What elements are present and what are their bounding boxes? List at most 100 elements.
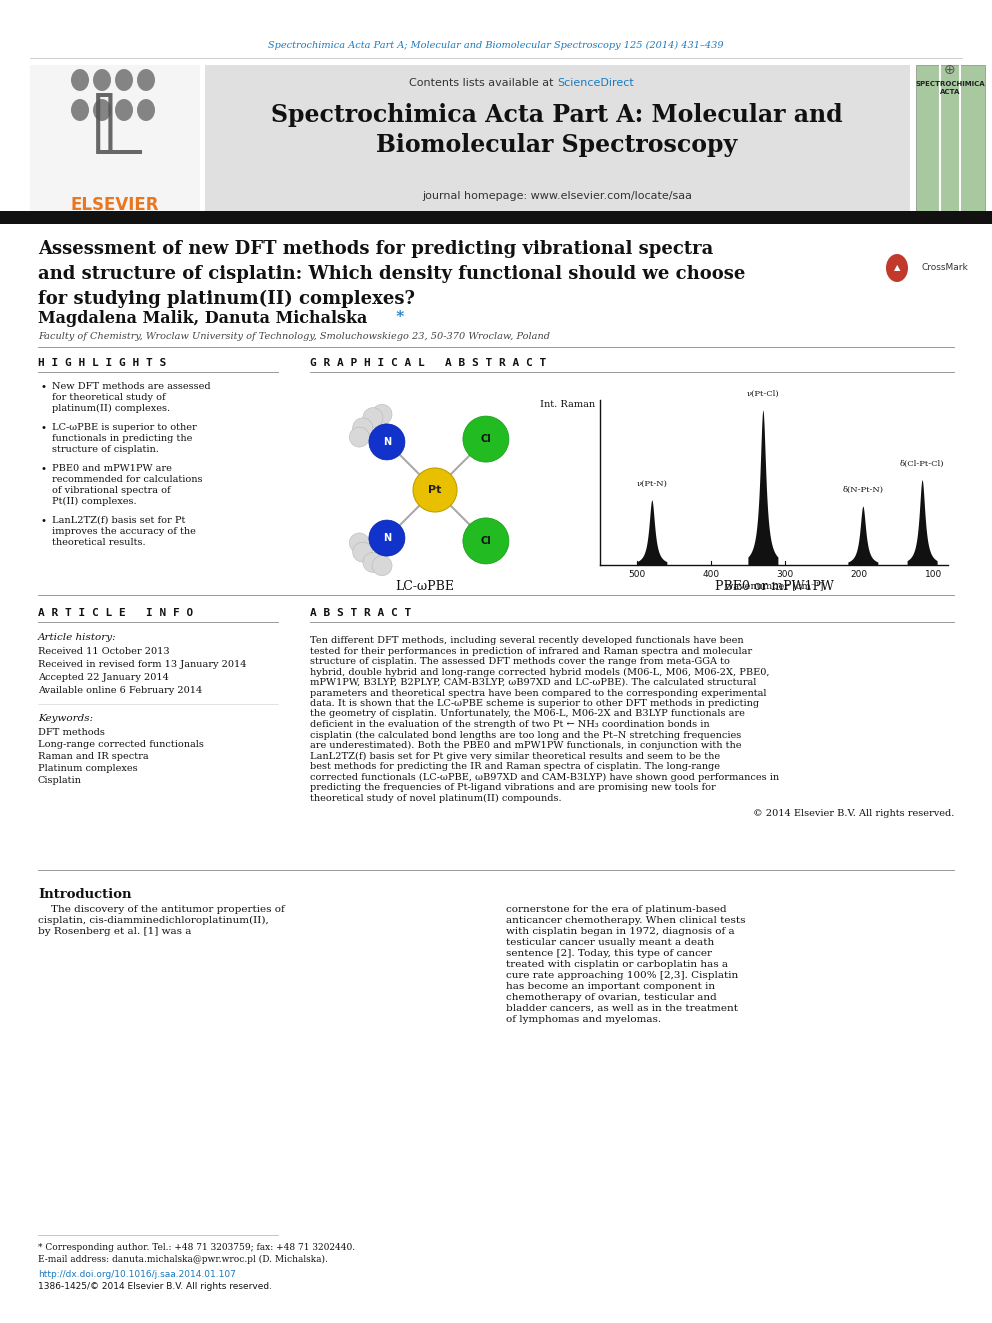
Text: Cl: Cl	[480, 434, 491, 445]
Text: 500: 500	[628, 570, 646, 579]
Text: structure of cisplatin.: structure of cisplatin.	[52, 445, 159, 454]
Text: DFT methods: DFT methods	[38, 728, 105, 737]
Text: The discovery of the antitumor properties of: The discovery of the antitumor propertie…	[38, 905, 285, 914]
Ellipse shape	[115, 99, 133, 120]
Text: cisplatin (the calculated bond lengths are too long and the Pt–N stretching freq: cisplatin (the calculated bond lengths a…	[310, 730, 741, 740]
Text: Magdalena Malik, Danuta Michalska: Magdalena Malik, Danuta Michalska	[38, 310, 367, 327]
Ellipse shape	[369, 520, 405, 556]
Text: improves the accuracy of the: improves the accuracy of the	[52, 527, 195, 536]
Text: Introduction: Introduction	[38, 888, 132, 901]
Ellipse shape	[137, 99, 155, 120]
Text: New DFT methods are assessed: New DFT methods are assessed	[52, 382, 210, 392]
Text: E-mail address: danuta.michalska@pwr.wroc.pl (D. Michalska).: E-mail address: danuta.michalska@pwr.wro…	[38, 1256, 328, 1263]
Ellipse shape	[93, 99, 111, 120]
Text: A R T I C L E   I N F O: A R T I C L E I N F O	[38, 609, 193, 618]
Text: © 2014 Elsevier B.V. All rights reserved.: © 2014 Elsevier B.V. All rights reserved…	[753, 808, 954, 818]
Text: Keywords:: Keywords:	[38, 714, 93, 722]
Text: functionals in predicting the: functionals in predicting the	[52, 434, 192, 443]
Text: deficient in the evaluation of the strength of two Pt ← NH₃ coordination bonds i: deficient in the evaluation of the stren…	[310, 720, 709, 729]
Text: cure rate approaching 100% [2,3]. Cisplatin: cure rate approaching 100% [2,3]. Cispla…	[506, 971, 738, 980]
Text: has become an important component in: has become an important component in	[506, 982, 715, 991]
Text: by Rosenberg et al. [1] was a: by Rosenberg et al. [1] was a	[38, 927, 191, 935]
Ellipse shape	[93, 69, 111, 91]
Text: anticancer chemotherapy. When clinical tests: anticancer chemotherapy. When clinical t…	[506, 916, 746, 925]
Text: journal homepage: www.elsevier.com/locate/saa: journal homepage: www.elsevier.com/locat…	[422, 191, 692, 201]
Text: 100: 100	[925, 570, 941, 579]
Ellipse shape	[349, 533, 369, 553]
Ellipse shape	[349, 427, 369, 447]
Text: theoretical results.: theoretical results.	[52, 538, 146, 546]
Text: •: •	[40, 516, 46, 527]
Text: the geometry of cisplatin. Unfortunately, the M06-L, M06-2X and B3LYP functional: the geometry of cisplatin. Unfortunately…	[310, 709, 745, 718]
Ellipse shape	[886, 254, 908, 282]
Text: testicular cancer usually meant a death: testicular cancer usually meant a death	[506, 938, 714, 947]
Ellipse shape	[71, 69, 89, 91]
Text: Accepted 22 January 2014: Accepted 22 January 2014	[38, 673, 169, 681]
Text: tested for their performances in prediction of infrared and Raman spectra and mo: tested for their performances in predict…	[310, 647, 752, 655]
Ellipse shape	[363, 407, 383, 427]
Text: 400: 400	[702, 570, 719, 579]
Text: of lymphomas and myelomas.: of lymphomas and myelomas.	[506, 1015, 661, 1024]
Text: hybrid, double hybrid and long-range corrected hybrid models (M06-L, M06, M06-2X: hybrid, double hybrid and long-range cor…	[310, 668, 770, 676]
Ellipse shape	[463, 417, 509, 462]
Text: best methods for predicting the IR and Raman spectra of cisplatin. The long-rang: best methods for predicting the IR and R…	[310, 762, 720, 771]
Text: structure of cisplatin. The assessed DFT methods cover the range from meta-GGA t: structure of cisplatin. The assessed DFT…	[310, 658, 730, 665]
Bar	[0, 210, 992, 224]
Text: δ(Cl-Pt-Cl): δ(Cl-Pt-Cl)	[900, 460, 944, 468]
Ellipse shape	[353, 418, 373, 438]
Text: Spectrochimica Acta Part A; Molecular and Biomolecular Spectroscopy 125 (2014) 4: Spectrochimica Acta Part A; Molecular an…	[268, 41, 724, 49]
Text: wavenumber [cm⁻¹]: wavenumber [cm⁻¹]	[725, 581, 823, 590]
Text: platinum(II) complexes.: platinum(II) complexes.	[52, 404, 170, 413]
Text: http://dx.doi.org/10.1016/j.saa.2014.01.107: http://dx.doi.org/10.1016/j.saa.2014.01.…	[38, 1270, 236, 1279]
Text: Spectrochimica Acta Part A: Molecular and
Biomolecular Spectroscopy: Spectrochimica Acta Part A: Molecular an…	[271, 103, 843, 157]
Text: sentence [2]. Today, this type of cancer: sentence [2]. Today, this type of cancer	[506, 949, 712, 958]
Text: Pt: Pt	[429, 486, 441, 495]
Text: ScienceDirect: ScienceDirect	[557, 78, 634, 89]
Text: 200: 200	[850, 570, 868, 579]
Text: LC-ωPBE: LC-ωPBE	[396, 579, 454, 593]
Text: cisplatin, cis-diamminedichloroplatinum(II),: cisplatin, cis-diamminedichloroplatinum(…	[38, 916, 269, 925]
Text: LanL2TZ(f) basis set for Pt: LanL2TZ(f) basis set for Pt	[52, 516, 186, 525]
Text: 𝕃: 𝕃	[87, 90, 142, 171]
Text: Received 11 October 2013: Received 11 October 2013	[38, 647, 170, 656]
Text: Int. Raman: Int. Raman	[540, 400, 595, 409]
Bar	[30, 65, 200, 216]
Text: Assessment of new DFT methods for predicting vibrational spectra
and structure o: Assessment of new DFT methods for predic…	[38, 239, 745, 308]
Text: cornerstone for the era of platinum-based: cornerstone for the era of platinum-base…	[506, 905, 726, 914]
Text: data. It is shown that the LC-ωPBE scheme is superior to other DFT methods in pr: data. It is shown that the LC-ωPBE schem…	[310, 699, 759, 708]
Text: for theoretical study of: for theoretical study of	[52, 393, 166, 402]
Text: corrected functionals (LC-ωPBE, ωB97XD and CAM-B3LYP) have shown good performanc: corrected functionals (LC-ωPBE, ωB97XD a…	[310, 773, 779, 782]
Ellipse shape	[363, 552, 383, 573]
Ellipse shape	[369, 423, 405, 460]
Text: G R A P H I C A L   A B S T R A C T: G R A P H I C A L A B S T R A C T	[310, 359, 547, 368]
Text: LC-ωPBE is superior to other: LC-ωPBE is superior to other	[52, 423, 196, 433]
Text: CrossMark: CrossMark	[921, 263, 968, 273]
Text: Raman and IR spectra: Raman and IR spectra	[38, 751, 149, 761]
Text: ELSEVIER: ELSEVIER	[70, 196, 160, 214]
Text: with cisplatin began in 1972, diagnosis of a: with cisplatin began in 1972, diagnosis …	[506, 927, 735, 935]
Text: parameters and theoretical spectra have been compared to the corresponding exper: parameters and theoretical spectra have …	[310, 688, 767, 697]
Text: •: •	[40, 382, 46, 392]
Text: theoretical study of novel platinum(II) compounds.: theoretical study of novel platinum(II) …	[310, 794, 561, 803]
Text: H I G H L I G H T S: H I G H L I G H T S	[38, 359, 167, 368]
Text: Platinum complexes: Platinum complexes	[38, 763, 138, 773]
Text: N: N	[383, 437, 391, 447]
Text: chemotherapy of ovarian, testicular and: chemotherapy of ovarian, testicular and	[506, 994, 717, 1002]
Text: Received in revised form 13 January 2014: Received in revised form 13 January 2014	[38, 660, 246, 669]
Text: recommended for calculations: recommended for calculations	[52, 475, 202, 484]
Text: Cisplatin: Cisplatin	[38, 777, 82, 785]
Bar	[205, 65, 910, 216]
Ellipse shape	[353, 542, 373, 562]
Text: * Corresponding author. Tel.: +48 71 3203759; fax: +48 71 3202440.: * Corresponding author. Tel.: +48 71 320…	[38, 1244, 355, 1252]
Text: Long-range corrected functionals: Long-range corrected functionals	[38, 740, 204, 749]
Text: •: •	[40, 423, 46, 433]
Text: mPW1PW, B3LYP, B2PLYP, CAM-B3LYP, ωB97XD and LC-ωPBE). The calculated structural: mPW1PW, B3LYP, B2PLYP, CAM-B3LYP, ωB97XD…	[310, 677, 756, 687]
Text: PBE0 or mPW1PW: PBE0 or mPW1PW	[714, 579, 833, 593]
Ellipse shape	[137, 69, 155, 91]
Text: treated with cisplatin or carboplatin has a: treated with cisplatin or carboplatin ha…	[506, 960, 728, 968]
Text: Cl: Cl	[480, 536, 491, 546]
Text: A B S T R A C T: A B S T R A C T	[310, 609, 412, 618]
Text: of vibrational spectra of: of vibrational spectra of	[52, 486, 171, 495]
Text: PBE0 and mPW1PW are: PBE0 and mPW1PW are	[52, 464, 172, 474]
Text: SPECTROCHIMICA
ACTA: SPECTROCHIMICA ACTA	[916, 82, 985, 94]
